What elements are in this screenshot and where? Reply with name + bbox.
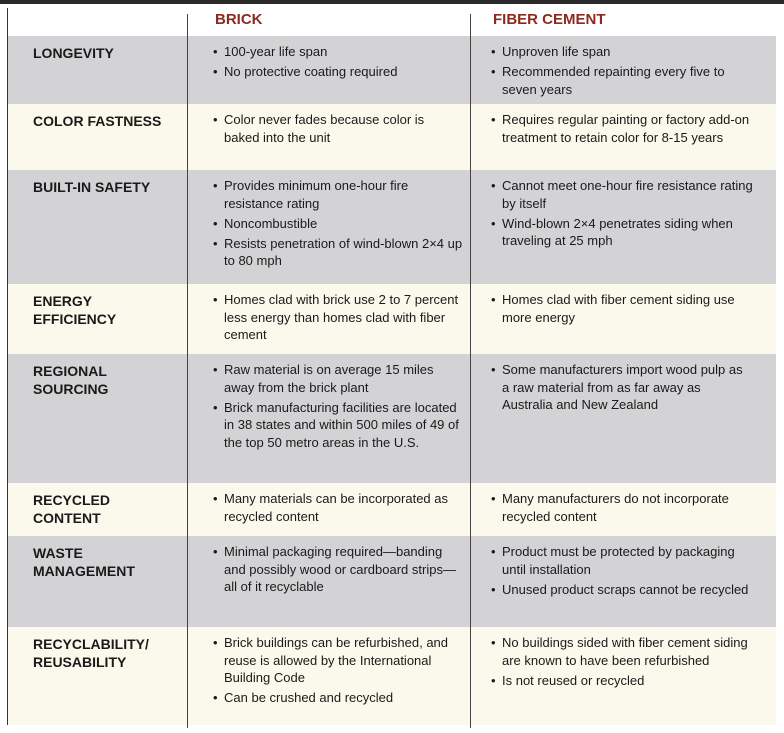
brick-item: Color never fades because color is baked… [213,111,463,146]
fiber-cement-item: Cannot meet one-hour fire resistance rat… [491,177,753,212]
brick-item: 100-year life span [213,43,463,61]
row-label-line: RECYCLABILITY/ [33,636,149,652]
fiber-cement-item: Many manufacturers do not incorporate re… [491,490,753,525]
row-label: RECYCLED CONTENT [33,491,110,527]
row-label: BUILT-IN SAFETY [33,178,150,196]
brick-item: Minimal packaging required—banding and p… [213,543,463,596]
fiber-cement-list: Product must be protected by packaging u… [491,543,753,601]
brick-list: Raw material is on average 15 miles away… [213,361,463,454]
row-label-line: RECYCLED [33,492,111,508]
brick-item: Noncombustible [213,215,463,233]
row-label: ENERGY EFFICIENCY [33,292,116,328]
row-label-line: REUSABILITY [33,654,127,670]
brick-list: Color never fades because color is baked… [213,111,463,149]
fiber-cement-list: Homes clad with fiber cement siding use … [491,291,753,329]
row-label-line: WASTE [33,545,83,561]
table-row: BUILT-IN SAFETY Provides minimum one-hour… [8,170,776,284]
fiber-cement-item: Unproven life span [491,43,753,61]
table-row: RECYCLED CONTENT Many materials can be inc… [8,483,776,536]
column-header: BRICK [215,11,263,28]
row-label-line: LONGEVITY [33,45,114,61]
fiber-cement-item: Homes clad with fiber cement siding use … [491,291,753,326]
row-label-line: ENERGY [33,293,93,309]
fiber-cement-item: Unused product scraps cannot be recycled [491,581,753,599]
row-label: COLOR FASTNESS [33,112,161,130]
row-label-line: REGIONAL [33,363,107,379]
brick-item: Can be crushed and recycled [213,689,463,707]
column-header: FIBER CEMENT [493,11,606,28]
fiber-cement-list: Some manufacturers import wood pulp as a… [491,361,753,416]
column-divider [470,14,471,728]
brick-item: Raw material is on average 15 miles away… [213,361,463,396]
brick-item: No protective coating required [213,63,463,81]
row-label-line: CONTENT [33,510,101,526]
fiber-cement-item: Is not reused or recycled [491,672,753,690]
top-bar [0,0,784,4]
brick-item: Many materials can be incorporated as re… [213,490,463,525]
row-label: REGIONAL SOURCING [33,362,108,398]
table-row: WASTE MANAGEMENT Minimal packaging require… [8,536,776,627]
brick-list: Homes clad with brick use 2 to 7 percent… [213,291,463,346]
fiber-cement-item: Wind-blown 2×4 penetrates siding when tr… [491,215,753,250]
table-row: LONGEVITY 100-year life span No protective… [8,36,776,104]
table-row: COLOR FASTNESS Color never fades because … [8,104,776,170]
brick-list: Minimal packaging required—banding and p… [213,543,463,598]
brick-list: 100-year life span No protective coating … [213,43,463,83]
fiber-cement-list: Many manufacturers do not incorporate re… [491,490,753,528]
brick-list: Many materials can be incorporated as re… [213,490,463,528]
fiber-cement-item: Some manufacturers import wood pulp as a… [491,361,753,414]
fiber-cement-list: No buildings sided with fiber cement sid… [491,634,753,692]
fiber-cement-item: Product must be protected by packaging u… [491,543,753,578]
fiber-cement-item: No buildings sided with fiber cement sid… [491,634,753,669]
row-label-line: BUILT-IN SAFETY [33,179,151,195]
row-label: LONGEVITY [33,44,114,62]
fiber-cement-item: Requires regular painting or factory add… [491,111,753,146]
row-label-line: EFFICIENCY [33,311,117,327]
table-row: ENERGY EFFICIENCY Homes clad with brick us… [8,284,776,354]
brick-item: Brick manufacturing facilities are locat… [213,399,463,452]
fiber-cement-list: Unproven life span Recommended repainting… [491,43,753,101]
fiber-cement-list: Requires regular painting or factory add… [491,111,753,149]
fiber-cement-list: Cannot meet one-hour fire resistance rat… [491,177,753,252]
fiber-cement-item: Recommended repainting every five to sev… [491,63,753,98]
row-label-line: COLOR FASTNESS [33,113,162,129]
brick-item: Resists penetration of wind-blown 2×4 up… [213,235,463,270]
brick-item: Brick buildings can be refurbished, and … [213,634,463,687]
row-label: RECYCLABILITY/REUSABILITY [33,635,149,671]
column-divider [187,14,188,728]
row-label: WASTE MANAGEMENT [33,544,135,580]
brick-item: Homes clad with brick use 2 to 7 percent… [213,291,463,344]
table-row: RECYCLABILITY/REUSABILITY Brick buildings… [8,627,776,725]
row-label-line: MANAGEMENT [33,563,135,579]
comparison-table: LONGEVITY 100-year life span No protective… [7,8,776,728]
row-label-line: SOURCING [33,381,109,397]
brick-list: Brick buildings can be refurbished, and … [213,634,463,709]
brick-list: Provides minimum one-hour fire resistanc… [213,177,463,272]
table-row: REGIONAL SOURCING Raw material is on avera… [8,354,776,483]
brick-item: Provides minimum one-hour fire resistanc… [213,177,463,212]
